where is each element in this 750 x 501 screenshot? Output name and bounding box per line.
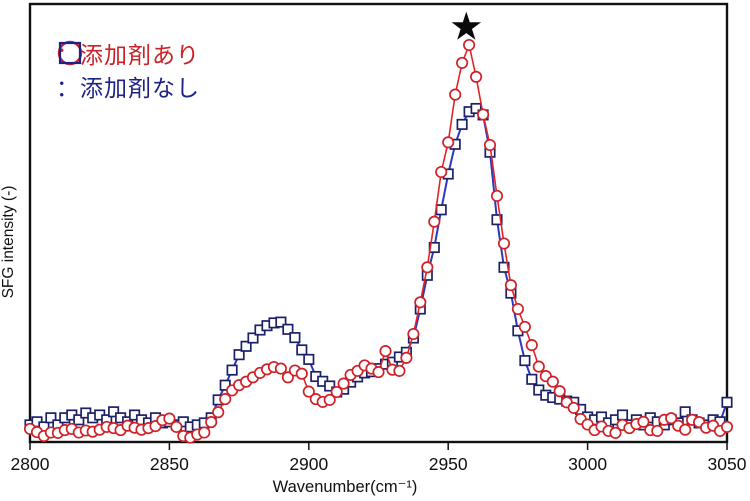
square-marker (73, 414, 85, 426)
square-marker (275, 316, 287, 328)
circle-marker (163, 412, 176, 425)
circle-marker (295, 367, 308, 380)
x-tick-label: 3050 (708, 454, 747, 474)
square-marker (240, 340, 252, 352)
circle-marker (477, 108, 490, 121)
circle-marker (407, 327, 420, 341)
circle-marker (609, 426, 622, 439)
circle-marker (456, 56, 469, 69)
square-marker (108, 406, 120, 418)
square-marker (226, 364, 238, 376)
circle-marker (330, 385, 343, 399)
square-marker (679, 406, 691, 418)
legend-square-marker (58, 41, 82, 65)
circle-marker (525, 339, 538, 352)
circle-marker (274, 362, 287, 375)
circle-marker (170, 420, 183, 433)
circle-marker (553, 385, 566, 398)
circle-marker (435, 165, 448, 179)
legend-label-without-additive: ：添加剤なし (56, 75, 200, 101)
circle-marker (463, 38, 476, 52)
circle-marker (372, 366, 385, 379)
x-axis-title: Wavenumber(cm⁻¹) (272, 478, 418, 496)
legend-item-without-additive: ：添加剤なし (56, 41, 200, 101)
circle-marker (442, 136, 455, 149)
legend: ：添加剤あり ：添加剤なし (56, 38, 200, 104)
circle-marker (414, 296, 427, 309)
square-marker (470, 102, 482, 115)
square-marker (282, 323, 294, 335)
circle-marker (720, 420, 734, 433)
square-marker (324, 380, 336, 392)
square-marker (456, 118, 468, 130)
circle-marker (497, 237, 511, 250)
square-marker (233, 349, 245, 361)
circle-marker (379, 345, 392, 358)
square-marker (721, 396, 733, 408)
circle-marker (198, 426, 211, 439)
y-axis-title: SFG intensity (-) (0, 185, 17, 299)
circle-marker (449, 88, 462, 101)
square-marker (491, 214, 503, 226)
circle-marker (470, 70, 483, 83)
square-marker (289, 332, 301, 344)
circle-marker (637, 415, 650, 428)
circle-marker (483, 138, 497, 152)
circle-marker (205, 416, 218, 429)
circle-marker (428, 215, 441, 228)
circle-marker (281, 371, 294, 384)
x-tick-label: 2800 (11, 454, 50, 474)
circle-marker (490, 189, 504, 202)
square-marker (303, 353, 315, 365)
square-marker (435, 204, 447, 216)
square-marker (296, 344, 308, 356)
circle-marker (665, 412, 678, 425)
square-marker (519, 355, 531, 367)
star-annotation (451, 11, 482, 40)
square-icon (58, 41, 82, 65)
x-tick-label: 2850 (150, 454, 189, 474)
circle-marker (421, 261, 434, 274)
x-tick-label: 2950 (429, 454, 468, 474)
circle-marker (651, 424, 664, 437)
circle-marker (679, 423, 692, 436)
x-tick-label: 3000 (568, 454, 607, 474)
circle-marker (400, 351, 413, 364)
circle-marker (219, 393, 232, 406)
circle-marker (323, 393, 336, 406)
plot-border (28, 2, 729, 444)
circle-marker (393, 364, 406, 377)
square-marker (526, 373, 538, 385)
without-additive-line (29, 107, 728, 428)
square-marker (45, 412, 57, 424)
x-tick-label: 2900 (289, 454, 328, 474)
circle-marker (212, 406, 225, 419)
circle-marker (504, 279, 517, 292)
circle-marker (511, 302, 524, 316)
circle-marker (518, 320, 531, 333)
circle-marker (302, 385, 315, 398)
circle-marker (567, 401, 580, 414)
circle-marker (546, 375, 559, 388)
circle-marker (337, 377, 350, 390)
square-marker (247, 332, 259, 344)
square-marker (616, 409, 629, 421)
circle-marker (532, 360, 545, 373)
chart-generated-layer: 2800 2850 2900 2950 3000 3050 (11, 2, 747, 474)
